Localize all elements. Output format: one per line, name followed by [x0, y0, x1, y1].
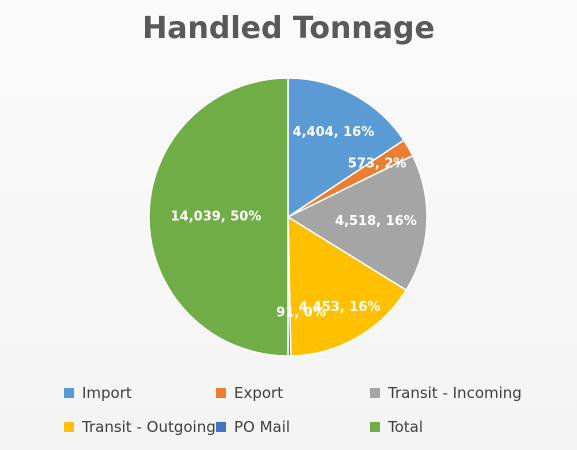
legend-swatch: [64, 388, 74, 398]
chart-title: Handled Tonnage: [142, 11, 435, 46]
legend-item-po-mail: PO Mail: [216, 418, 290, 436]
legend-item-transit-incoming: Transit - Incoming: [370, 384, 522, 402]
legend-label: Import: [82, 384, 132, 402]
legend: Import Export Transit - Incoming Transit - …: [64, 382, 544, 442]
legend-swatch: [370, 388, 380, 398]
data-label-transit-incoming: 4,518, 16%: [335, 214, 417, 229]
legend-label: Export: [234, 384, 284, 402]
legend-item-import: Import: [64, 384, 132, 402]
legend-label: PO Mail: [234, 418, 291, 436]
data-label-transit-outgoing: 4,453, 16%: [299, 300, 381, 315]
legend-swatch: [216, 388, 226, 398]
legend-item-total: Total: [370, 418, 423, 436]
data-label-po-mail: 91, 0%: [276, 305, 326, 320]
legend-item-transit-outgoing: Transit - Outgoing: [64, 418, 216, 436]
pie-slice-transit-incoming: [286, 154, 428, 292]
legend-label: Transit - Incoming: [388, 384, 522, 402]
data-label-export: 573, 2%: [348, 157, 407, 172]
pie-slice-transit-outgoing: [287, 215, 408, 357]
pie-slice-total: [148, 77, 289, 357]
legend-swatch: [370, 422, 380, 432]
data-label-total: 14,039, 50%: [171, 210, 262, 225]
legend-item-export: Export: [216, 384, 283, 402]
pie-slice-import: [287, 77, 405, 219]
legend-swatch: [64, 422, 74, 432]
legend-label: Total: [388, 418, 424, 436]
legend-label: Transit - Outgoing: [82, 418, 216, 436]
data-label-import: 4,404, 16%: [293, 125, 375, 140]
legend-swatch: [216, 422, 226, 432]
pie-chart: 4,404, 16% 573, 2% 4,518, 16% 4,453, 16%91,…: [148, 77, 428, 357]
